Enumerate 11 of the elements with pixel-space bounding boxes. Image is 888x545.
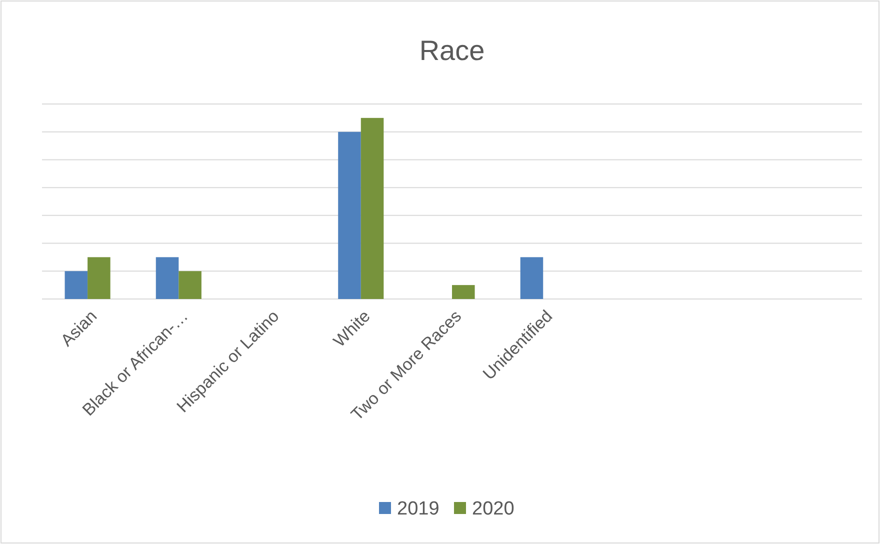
bar <box>88 257 110 299</box>
legend-label: 2020 <box>472 498 514 520</box>
bar <box>338 132 361 299</box>
bar <box>178 271 202 299</box>
legend-label: 2019 <box>397 498 440 520</box>
bar <box>520 257 544 299</box>
chart-title: Race <box>419 35 485 66</box>
bar <box>452 285 475 299</box>
bar <box>156 257 179 299</box>
bar <box>64 271 88 299</box>
bar <box>360 118 384 299</box>
